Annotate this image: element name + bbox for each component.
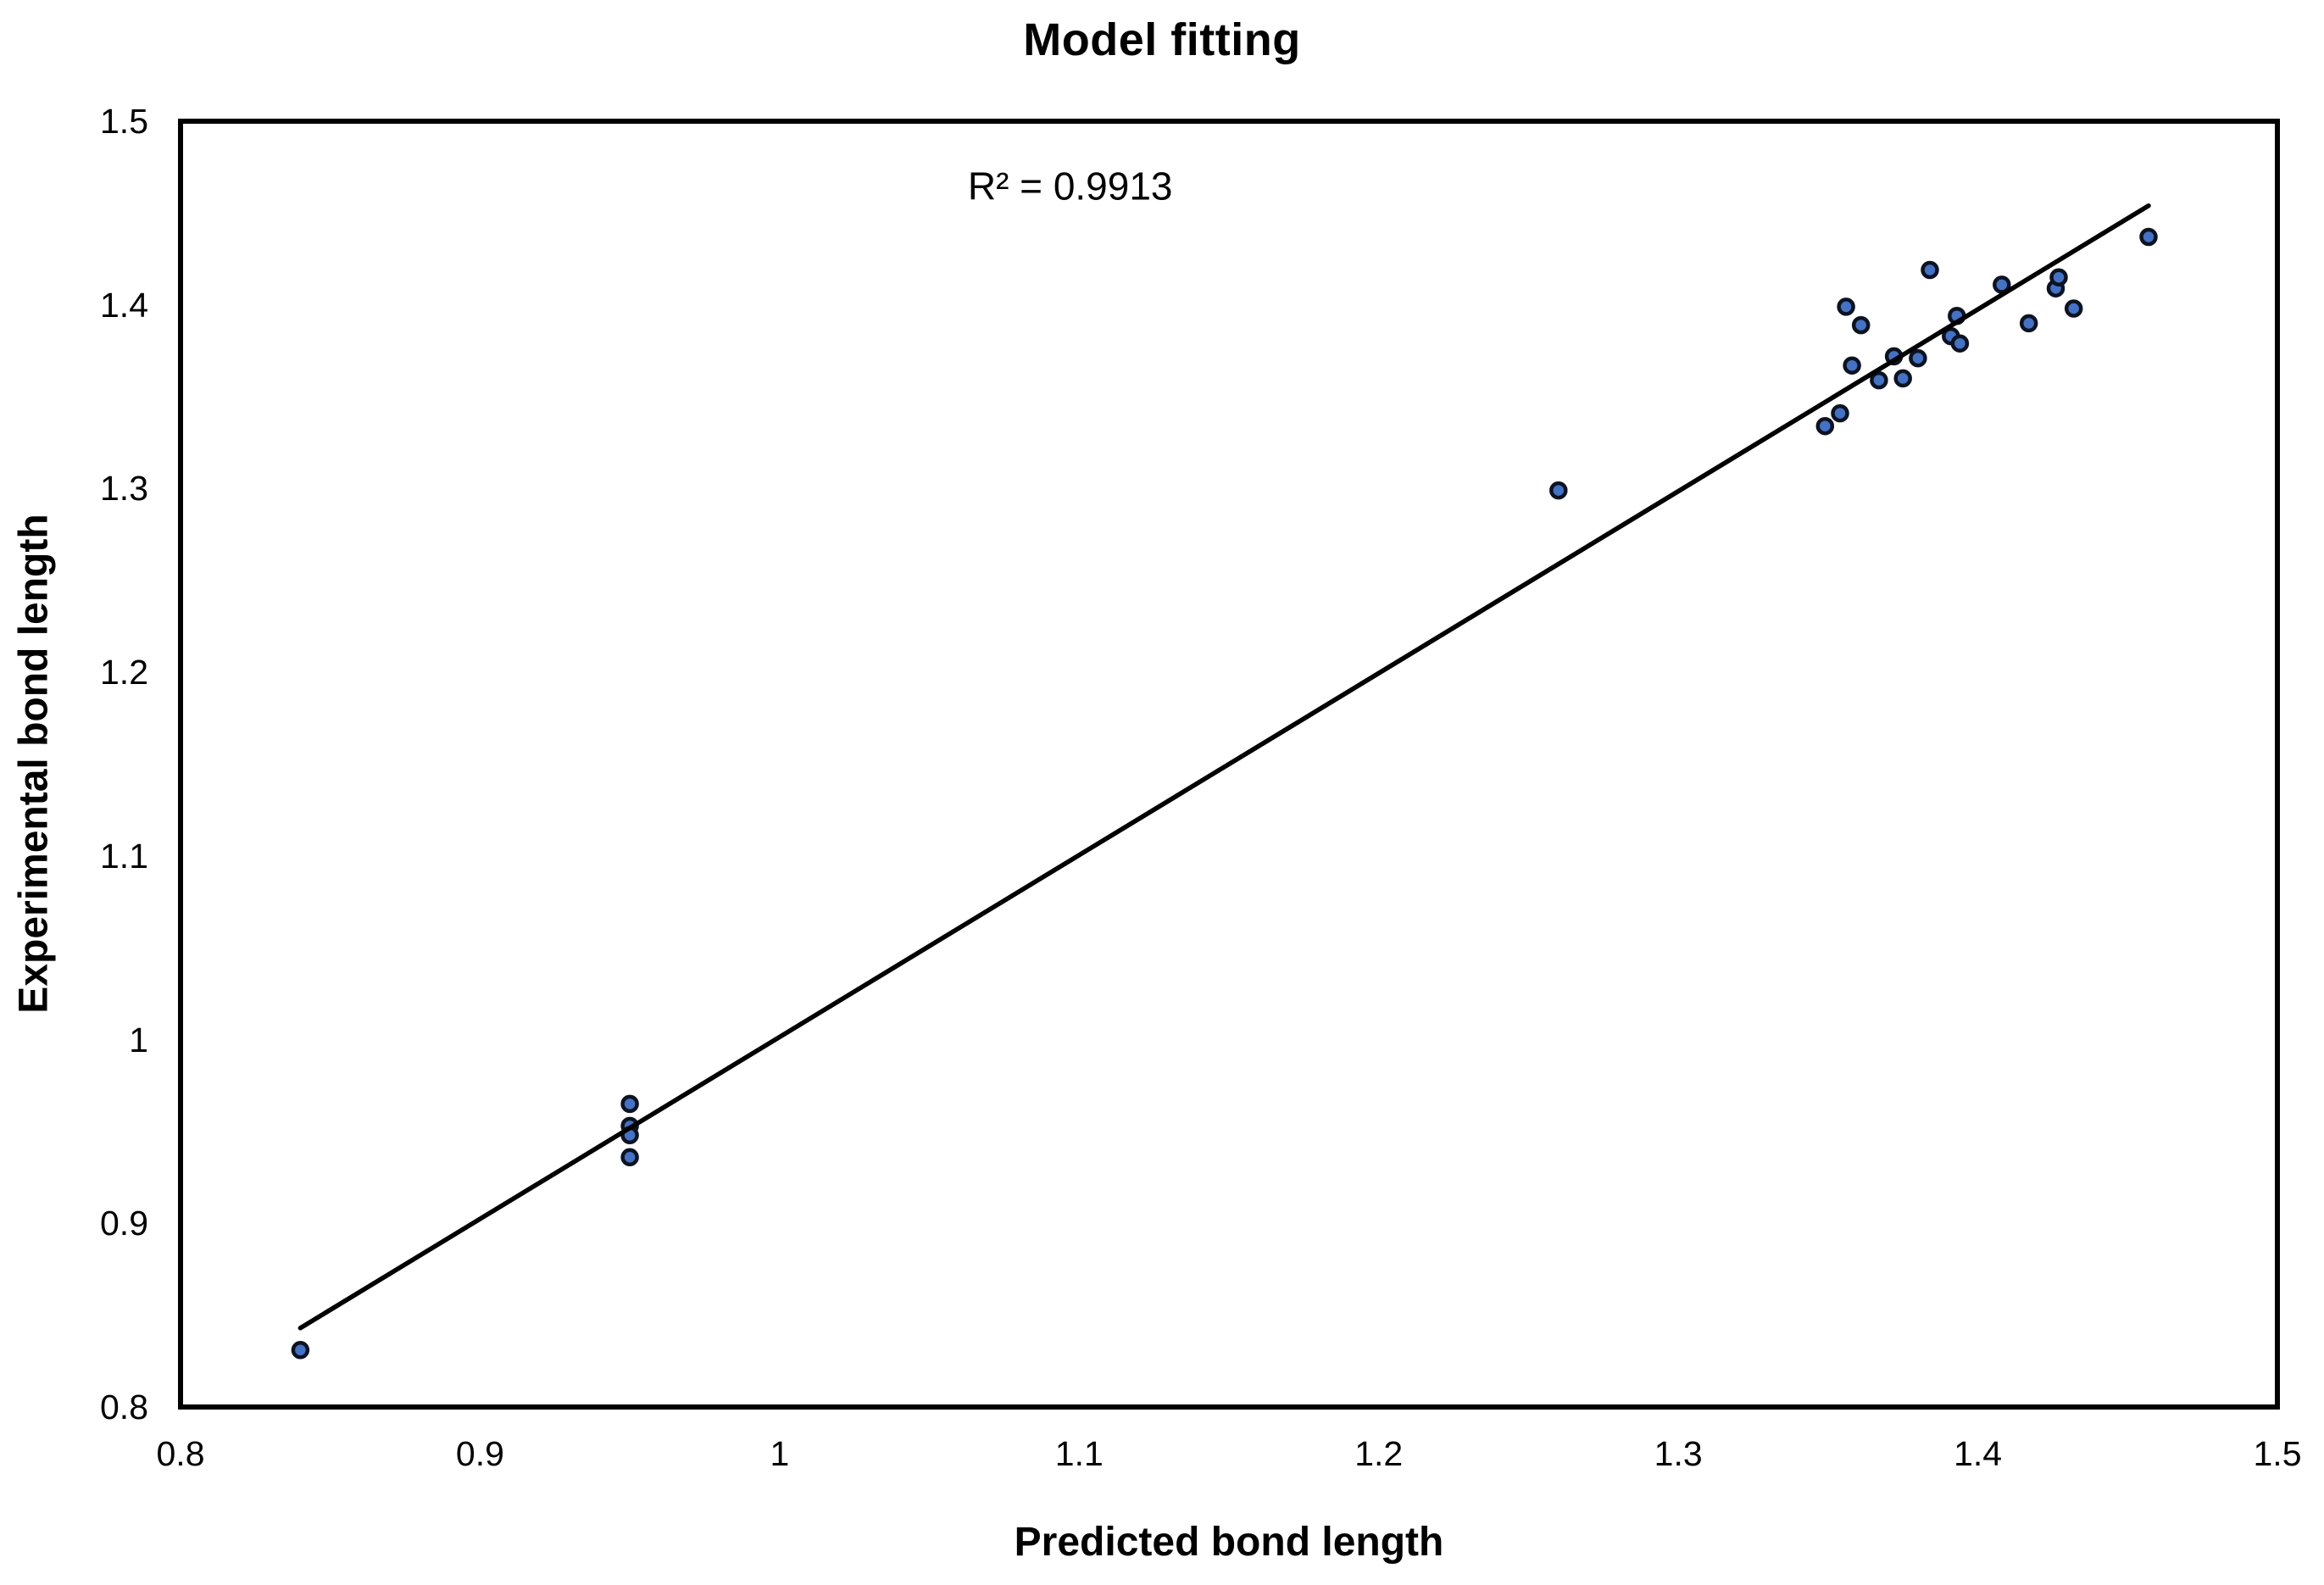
plot-area-frame (178, 119, 2280, 1410)
data-point-marker (1950, 334, 1970, 353)
data-point-marker (1837, 298, 1855, 316)
y-axis-tick-label: 0.8 (100, 1388, 148, 1426)
y-axis-tick-label: 1.4 (100, 285, 148, 325)
x-axis-tick-label: 1.3 (1654, 1434, 1703, 1473)
x-axis-title: Predicted bond length (1014, 1520, 1444, 1565)
x-axis-tick-label: 0.9 (455, 1434, 504, 1473)
x-axis-tick-label: 1.5 (2253, 1434, 2302, 1473)
data-point-marker (1831, 403, 1849, 423)
data-point-marker (1549, 481, 1568, 500)
data-point-marker (1851, 315, 1871, 335)
y-axis-tick-label: 1.2 (100, 653, 148, 692)
x-axis-tick-label: 1.1 (1054, 1434, 1104, 1473)
data-point-marker (1909, 348, 1927, 368)
data-point-marker (1993, 275, 2011, 294)
y-axis-tick-label: 0.9 (100, 1204, 148, 1243)
x-axis-tick-label: 0.8 (156, 1434, 205, 1473)
data-point-marker (1921, 260, 1939, 280)
data-point-marker (620, 1094, 639, 1114)
r-squared-annotation: R² = 0.9913 (968, 164, 1173, 208)
data-point-marker (1893, 369, 1912, 388)
data-point-marker (2019, 314, 2038, 333)
data-point-marker (2139, 227, 2158, 247)
data-point-marker (1815, 416, 1835, 436)
trendline (297, 203, 2151, 1331)
data-point-marker (1843, 356, 1861, 375)
data-point-marker (291, 1341, 310, 1360)
x-axis-tick-label: 1.2 (1354, 1434, 1404, 1473)
x-axis-tick-label: 1.4 (1954, 1434, 2003, 1473)
chart-title: Model fitting (1023, 14, 1301, 65)
data-point-marker (1870, 370, 1888, 390)
y-axis-tick-label: 1.3 (100, 469, 148, 509)
data-point-marker (2064, 299, 2083, 318)
y-axis-tick-label: 1.5 (100, 102, 148, 141)
y-axis-tick-label: 1 (129, 1020, 148, 1059)
data-point-marker (620, 1148, 639, 1167)
x-axis-tick-label: 1 (770, 1434, 790, 1473)
data-point-marker (2049, 268, 2068, 286)
y-axis-tick-label: 1.1 (100, 836, 148, 876)
